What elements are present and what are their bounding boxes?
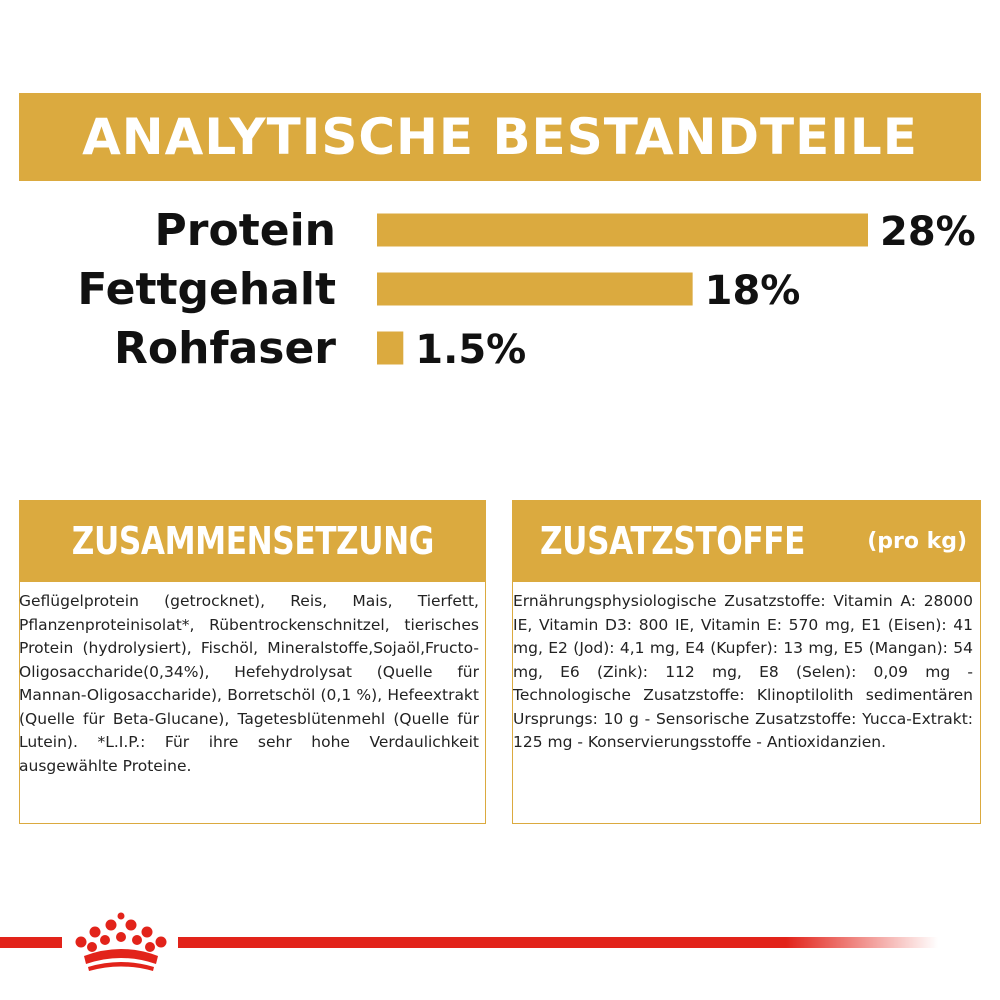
additives-subtitle: (pro kg) [867, 528, 968, 554]
bar [377, 331, 404, 365]
page-title: ANALYTISCHE BESTANDTEILE [82, 108, 918, 166]
composition-box [19, 582, 486, 824]
category-label: Protein [155, 205, 336, 256]
composition-header: ZUSAMMENSETZUNG [19, 500, 486, 582]
value-label: 18% [705, 268, 801, 314]
category-label: Rohfaser [114, 323, 336, 374]
additives-title: ZUSATZSTOFFE [540, 519, 806, 563]
composition-title: ZUSAMMENSETZUNG [71, 519, 434, 563]
additives-header: ZUSATZSTOFFE (pro kg) [512, 500, 981, 582]
bar [377, 213, 868, 247]
additives-text: Ernährungsphysiologische Zusatzstoffe: V… [513, 592, 973, 751]
crown-icon [75, 912, 167, 971]
nutrient-bar-chart: Protein 28% Fettgehalt 18% Rohfaser 1.5% [77, 205, 976, 374]
category-label: Fettgehalt [77, 264, 336, 315]
footer-line-right [178, 937, 938, 948]
footer-line-left [0, 937, 62, 948]
additives-box [512, 582, 981, 824]
value-label: 1.5% [415, 327, 526, 373]
header-band: ANALYTISCHE BESTANDTEILE [19, 93, 981, 181]
composition-text: Geflügelprotein (getrocknet), Reis, Mais… [19, 592, 479, 775]
value-label: 28% [880, 209, 976, 255]
bar [377, 272, 693, 306]
